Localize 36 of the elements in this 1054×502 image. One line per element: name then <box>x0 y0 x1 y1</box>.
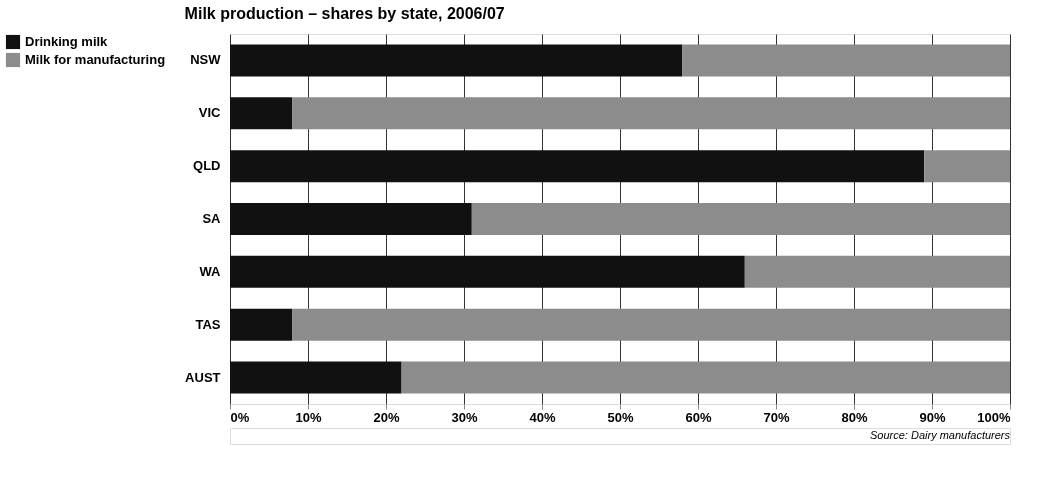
bar <box>744 255 1010 288</box>
legend-label: Milk for manufacturing <box>25 52 166 67</box>
bar <box>230 361 402 394</box>
x-tick-label: 20% <box>373 409 400 425</box>
y-tick-label: SA <box>202 211 222 226</box>
source-note: Source: Dairy manufacturers <box>870 429 1011 441</box>
bar <box>401 361 1010 394</box>
bar <box>230 203 472 235</box>
y-tick-label: TAS <box>195 316 221 332</box>
y-tick-label: QLD <box>193 158 221 174</box>
x-tick-label: 80% <box>841 409 868 425</box>
chart-title: Milk production – shares by state, 2006/07 <box>184 5 505 22</box>
bar <box>230 255 745 288</box>
bar <box>292 97 1010 130</box>
x-tick-label: 50% <box>607 409 634 425</box>
bar <box>471 203 1010 235</box>
y-tick-label: VIC <box>198 105 222 121</box>
bar <box>230 44 683 77</box>
x-tick-label: 30% <box>451 409 478 425</box>
bar <box>230 308 293 341</box>
bar <box>230 150 925 183</box>
bar <box>230 97 293 130</box>
bar <box>682 44 1010 77</box>
y-tick-label: AUST <box>185 369 221 385</box>
bar <box>924 150 1010 183</box>
x-tick-label: 0% <box>230 409 250 425</box>
x-tick-label: 100% <box>977 409 1011 425</box>
x-tick-label: 40% <box>529 409 556 425</box>
bar <box>292 308 1010 341</box>
x-tick-label: 60% <box>685 409 712 425</box>
legend-label: Drinking milk <box>25 34 109 49</box>
x-tick-label: 10% <box>295 409 322 425</box>
x-tick-label: 90% <box>919 409 946 425</box>
y-tick-label: NSW <box>190 52 222 68</box>
x-tick-label: 70% <box>763 409 790 425</box>
y-tick-label: WA <box>199 263 222 279</box>
